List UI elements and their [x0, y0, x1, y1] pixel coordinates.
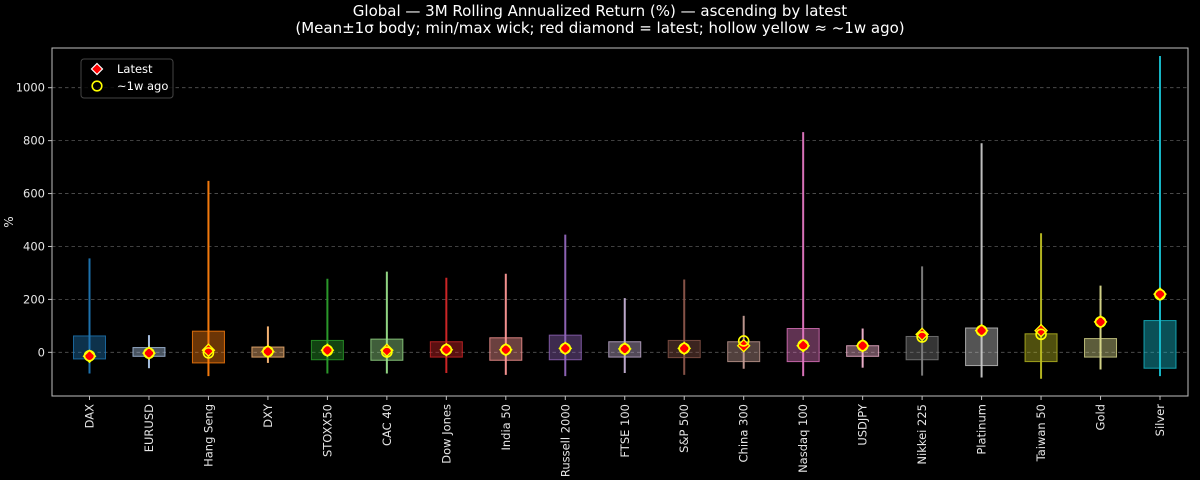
- week-ago-circle-nasdaq-100: [797, 339, 809, 351]
- plot-frame: [51, 47, 1189, 397]
- y-tick-label: 800: [23, 134, 45, 148]
- grid-lines: [52, 87, 1188, 353]
- x-tick-label: DAX: [83, 404, 97, 429]
- week-ago-circle-silver: [1154, 288, 1166, 301]
- x-tick-label: Platinum: [975, 404, 989, 455]
- x-tick-label: DXY: [261, 403, 275, 428]
- legend-week-ago-label: ~1w ago: [117, 79, 168, 93]
- chart-subtitle: (Mean±1σ body; min/max wick; red diamond…: [295, 19, 905, 37]
- chart-title: Global — 3M Rolling Annualized Return (%…: [352, 2, 848, 20]
- week-ago-circle-russell-2000: [559, 342, 572, 355]
- y-axis: 0 200 400 600 800 1000: [16, 81, 52, 359]
- week-ago-circle-gold: [1094, 316, 1107, 328]
- y-tick-label: 400: [23, 239, 45, 253]
- week-ago-circle-china-300: [737, 335, 750, 347]
- x-tick-label: India 50: [499, 404, 513, 451]
- week-ago-circle-platinum: [975, 324, 988, 337]
- week-ago-circle-cac-40: [381, 346, 393, 358]
- week-ago-circle-usdjpy: [856, 339, 869, 352]
- x-tick-label: STOXX50: [320, 404, 334, 457]
- x-tick-label: Gold: [1094, 404, 1108, 430]
- body-silver: [1143, 320, 1177, 369]
- y-tick-label: 0: [38, 345, 45, 359]
- week-ago-circle-nikkei-225: [916, 331, 928, 343]
- week-ago-circle-dax: [83, 349, 96, 362]
- week-ago-circle-ftse-100: [618, 343, 631, 355]
- week-ago-circle-india-50: [500, 343, 512, 356]
- legend-week-ago-circle-icon: [91, 80, 103, 92]
- week-ago-circle-dxy: [262, 345, 274, 358]
- week-ago-circle-s-p-500: [678, 342, 691, 355]
- body-nasdaq-100: [786, 328, 820, 363]
- x-tick-label: Silver: [1153, 404, 1167, 437]
- week-ago-circle-dow-jones: [440, 343, 453, 356]
- y-tick-label: 600: [23, 187, 45, 201]
- legend-latest-label: Latest: [117, 62, 153, 76]
- week-ago-circle-taiwan-50: [1035, 328, 1047, 341]
- x-axis: DAX EURUSD Hang Seng DXY STOXX50 CAC 40 Dow Jo…: [83, 396, 1167, 477]
- x-tick-label: S&P 500: [677, 404, 691, 453]
- latest-diamond-nikkei-225: [915, 327, 930, 342]
- week-ago-circle-stoxx50: [321, 344, 334, 357]
- x-tick-label: Taiwan 50: [1034, 404, 1048, 462]
- x-tick-label: USDJPY: [856, 403, 870, 446]
- week-ago-circle-eurusd: [143, 347, 155, 359]
- x-tick-label: EURUSD: [142, 404, 156, 452]
- week-ago-circle-hang-seng: [202, 347, 215, 359]
- legend-box: [80, 58, 174, 99]
- x-tick-label: China 300: [737, 404, 751, 462]
- x-tick-label: Russell 2000: [558, 404, 572, 477]
- legend-latest-diamond-icon: [90, 62, 104, 76]
- latest-diamond-hang-seng: [201, 343, 216, 358]
- x-tick-label: Dow Jones: [439, 404, 453, 464]
- x-tick-label: Nasdaq 100: [796, 404, 810, 473]
- boxes: [73, 55, 1177, 379]
- legend: Latest ~1w ago: [80, 58, 174, 99]
- x-tick-label: Nikkei 225: [915, 404, 929, 465]
- markers: [82, 287, 1167, 364]
- y-tick-label: 1000: [16, 81, 45, 95]
- x-tick-label: CAC 40: [380, 404, 394, 446]
- latest-diamond-taiwan-50: [1034, 323, 1048, 338]
- body-taiwan-50: [1024, 333, 1058, 363]
- x-tick-label: FTSE 100: [618, 404, 632, 458]
- y-tick-label: 200: [23, 292, 45, 306]
- y-axis-label: %: [2, 216, 16, 227]
- body-gold: [1084, 338, 1118, 358]
- x-tick-label: Hang Seng: [201, 404, 215, 467]
